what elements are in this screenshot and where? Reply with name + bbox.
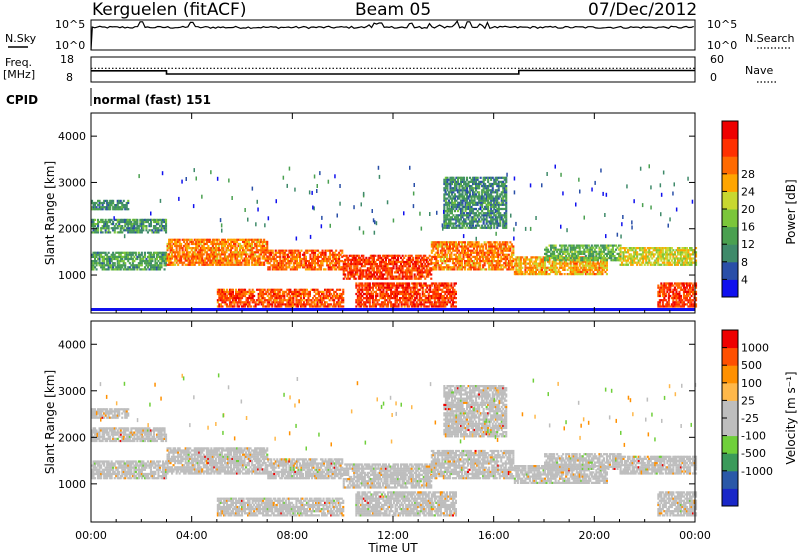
colorbar-tick-label: 500 (741, 359, 762, 372)
time-tick-label: 16:00 (478, 529, 510, 542)
freq-left-tick-top: 18 (60, 53, 74, 66)
colorbar-tick-label: 8 (741, 256, 748, 269)
range-tick-label: 3000 (58, 385, 86, 398)
freq-panel: Freq. [MHz] 18 8 60 0 Nave (3, 53, 778, 84)
time-tick-label: 12:00 (377, 529, 409, 542)
colorbar-tick-label: 24 (741, 185, 755, 198)
colorbar-tick-label: 28 (741, 168, 755, 181)
colorbar-tick-label: 16 (741, 221, 755, 234)
power-y-axis-label: Slant Range [km] (43, 161, 57, 265)
freq-right-tick-top: 60 (710, 53, 724, 66)
colorbar-tick-label: -100 (741, 430, 766, 443)
station-title: Kerguelen (fitACF) (92, 0, 246, 20)
freq-series (91, 69, 695, 75)
freq-right-tick-bottom: 0 (710, 71, 717, 84)
colorbar-tick-label: -500 (741, 447, 766, 460)
freq-right-label: Nave (745, 64, 773, 77)
time-tick-label: 20:00 (578, 529, 610, 542)
time-axis-title: Time UT (367, 541, 418, 554)
colorbar-tick-label: -25 (741, 412, 759, 425)
date-title: 07/Dec/2012 (588, 0, 697, 20)
range-tick-label: 3000 (58, 176, 86, 189)
noise-left-tick-top: 10^5 (55, 18, 85, 31)
velocity-colorbar-label: Velocity [m s⁻¹] (784, 371, 798, 464)
power-y-ticks: 1000 2000 3000 4000 (58, 130, 695, 282)
beam-title: Beam 05 (355, 0, 431, 20)
cpid-value: normal (fast) 151 (93, 93, 211, 107)
velocity-y-axis-label: Slant Range [km] (43, 370, 57, 474)
range-tick-label: 2000 (58, 431, 86, 444)
colorbar-tick-label: 12 (741, 238, 755, 251)
range-tick-label: 1000 (58, 478, 86, 491)
freq-left-label-2: [MHz] (3, 68, 35, 81)
range-tick-label: 2000 (58, 223, 86, 236)
colorbar-tick-label: 25 (741, 394, 755, 407)
nsky-series (90, 19, 694, 51)
colorbar-tick-label: 1000 (741, 342, 769, 355)
range-tick-label: 4000 (58, 130, 86, 143)
time-tick-label: 04:00 (176, 529, 208, 542)
cpid-label: CPID (6, 93, 38, 107)
range-tick-label: 1000 (58, 269, 86, 282)
time-tick-label: 00:00 (679, 529, 711, 542)
noise-right-label: N.Search (745, 32, 795, 45)
freq-left-tick-bottom: 8 (66, 71, 73, 84)
time-tick-label: 08:00 (276, 529, 308, 542)
power-colorbar: 4 8 12 16 20 24 28 Power [dB] (721, 120, 798, 298)
power-panel: 1000 2000 3000 4000 Slant Range [km] (43, 112, 698, 314)
colorbar-tick-label: 20 (741, 203, 755, 216)
colorbar-tick-label: 4 (741, 273, 748, 286)
velocity-panel: 1000 2000 3000 4000 Slant Range [km] (43, 320, 698, 523)
power-data-layer (91, 164, 698, 311)
velocity-colorbar: 1000 500 100 25 -25 -100 -500 -1000 Velocity [m… (721, 329, 798, 507)
colorbar-tick-label: -1000 (741, 465, 773, 478)
noise-panel: N.Sky 10^5 10^0 10^5 10^0 N.Search (5, 18, 795, 52)
time-axis: 00:00 04:00 08:00 12:00 16:00 20:00 00:00 (75, 113, 711, 542)
power-colorbar-label: Power [dB] (784, 179, 798, 244)
noise-right-tick-top: 10^5 (707, 18, 737, 31)
noise-left-label: N.Sky (5, 32, 37, 45)
velocity-data-layer (91, 373, 698, 517)
time-tick-label: 00:00 (75, 529, 107, 542)
noise-right-tick-bottom: 10^0 (707, 39, 737, 52)
colorbar-tick-label: 100 (741, 377, 762, 390)
noise-left-tick-bottom: 10^0 (55, 39, 85, 52)
range-tick-label: 4000 (58, 338, 86, 351)
velocity-y-ticks: 1000 2000 3000 4000 (58, 338, 695, 491)
freq-left-label-1: Freq. (5, 56, 32, 69)
